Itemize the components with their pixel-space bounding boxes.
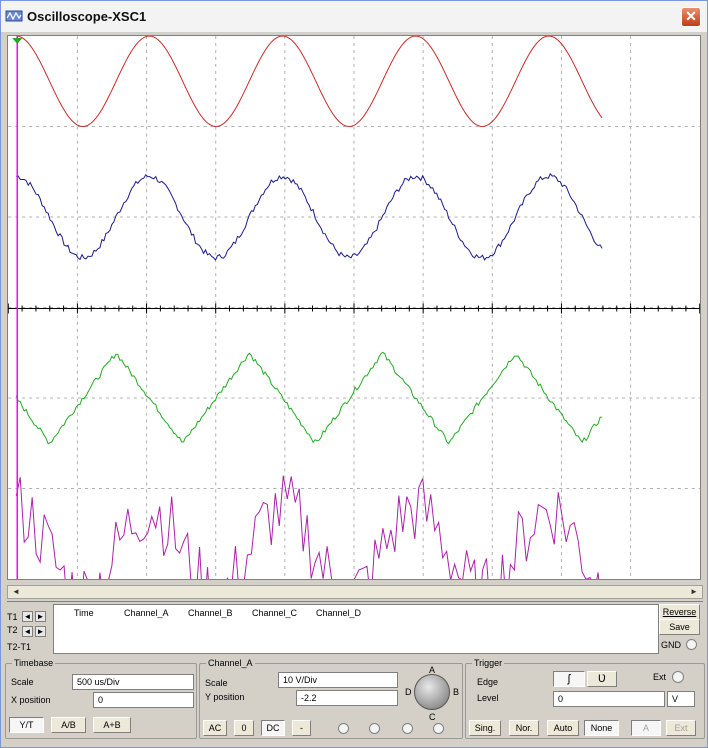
falling-edge-icon: Ʋ: [598, 673, 606, 685]
edge-falling-button[interactable]: Ʋ: [587, 671, 617, 687]
window-title: Oscilloscope-XSC1: [27, 9, 147, 24]
timebase-group: Timebase: [5, 658, 197, 739]
channel-a-radio[interactable]: [338, 723, 349, 734]
trigger-ext-radio[interactable]: [672, 671, 684, 683]
trigger-group: Trigger: [465, 658, 705, 739]
column-channel-b: Channel_B: [188, 608, 233, 618]
t1-right-arrow-icon[interactable]: ►: [35, 611, 46, 622]
channel-b-radio[interactable]: [369, 723, 380, 734]
trigger-none-button[interactable]: None: [584, 720, 619, 736]
scroll-right-icon[interactable]: ►: [690, 587, 698, 596]
timebase-title: Timebase: [12, 658, 56, 668]
trace-channel-d: [15, 475, 600, 579]
timebase-xpos-field[interactable]: 0: [93, 692, 194, 708]
trigger-level-field[interactable]: 0: [553, 691, 665, 707]
trigger-single-button[interactable]: Sing.: [469, 720, 501, 736]
timebase-xpos-label: X position: [11, 695, 51, 705]
column-time: Time: [74, 608, 94, 618]
mode-aplusb-button[interactable]: A+B: [93, 717, 131, 733]
cursor-t1-label: T1: [7, 612, 18, 622]
cursor-t1-marker[interactable]: [12, 37, 23, 44]
knob-label-d: D: [405, 687, 412, 697]
close-button[interactable]: ✕: [681, 7, 701, 27]
column-channel-c: Channel_C: [252, 608, 298, 618]
coupling-minus-button[interactable]: -: [292, 720, 311, 736]
channel-ypos-field[interactable]: -2.2: [296, 690, 398, 706]
channel-d-radio[interactable]: [433, 723, 444, 734]
trigger-level-unit[interactable]: V: [667, 691, 695, 707]
horizontal-scrollbar[interactable]: ◄ ►: [7, 585, 703, 599]
save-button[interactable]: Save: [659, 619, 700, 635]
column-channel-d: Channel_D: [316, 608, 362, 618]
close-icon: ✕: [685, 8, 697, 24]
trigger-source-ext-button[interactable]: Ext: [666, 720, 696, 736]
trigger-title: Trigger: [472, 658, 505, 668]
channel-selector-knob[interactable]: [414, 674, 450, 710]
coupling-zero-button[interactable]: 0: [234, 720, 254, 736]
channel-title: Channel_A: [206, 658, 255, 668]
channel-group: Channel_A: [199, 658, 463, 739]
title-bar: Oscilloscope-XSC1 ✕: [1, 1, 707, 33]
trigger-normal-button[interactable]: Nor.: [509, 720, 539, 736]
trace-channel-b: [16, 172, 603, 261]
channel-scale-label: Scale: [205, 678, 228, 688]
channel-c-radio[interactable]: [402, 723, 413, 734]
gnd-radio[interactable]: [686, 639, 697, 650]
trigger-auto-button[interactable]: Auto: [547, 720, 579, 736]
rising-edge-icon: ʃ: [567, 673, 571, 685]
coupling-dc-button[interactable]: DC: [261, 720, 285, 736]
trace-channel-a: [16, 36, 603, 127]
reverse-button[interactable]: Reverse: [659, 604, 700, 620]
knob-label-b: B: [453, 687, 460, 697]
knob-label-a: A: [429, 665, 436, 675]
oscilloscope-display[interactable]: [7, 35, 701, 580]
trigger-edge-label: Edge: [477, 677, 499, 687]
channel-scale-field[interactable]: 10 V/Div: [278, 672, 398, 688]
knob-label-c: C: [429, 712, 436, 722]
readout-table: Time Channel_A Channel_B Channel_C Chann…: [53, 604, 659, 654]
t2-left-arrow-icon[interactable]: ◄: [22, 626, 33, 637]
oscilloscope-icon: [5, 10, 23, 22]
coupling-ac-button[interactable]: AC: [203, 720, 227, 736]
column-channel-a: Channel_A: [124, 608, 169, 618]
trigger-source-a-button[interactable]: A: [631, 720, 661, 736]
timebase-scale-field[interactable]: 500 us/Div: [72, 674, 194, 690]
gnd-label: GND: [661, 640, 681, 650]
signal-traces: [15, 36, 603, 579]
trigger-level-label: Level: [477, 693, 499, 703]
trace-channel-c: [15, 351, 603, 445]
timebase-scale-label: Scale: [11, 677, 34, 687]
readout-panel: T1 ◄ ► T2 ◄ ► T2-T1 Time Channel_A Chann…: [7, 601, 703, 655]
cursor-delta-label: T2-T1: [7, 642, 32, 652]
channel-ypos-label: Y position: [205, 692, 245, 702]
scroll-left-icon[interactable]: ◄: [12, 587, 20, 596]
display-grid: [8, 36, 700, 579]
trigger-ext-label: Ext: [653, 672, 667, 682]
t1-left-arrow-icon[interactable]: ◄: [22, 611, 33, 622]
cursor-t2-label: T2: [7, 625, 18, 635]
t2-right-arrow-icon[interactable]: ►: [35, 626, 46, 637]
mode-ab-button[interactable]: A/B: [51, 717, 86, 733]
mode-yt-button[interactable]: Y/T: [9, 717, 44, 733]
edge-rising-button[interactable]: ʃ: [553, 671, 585, 687]
